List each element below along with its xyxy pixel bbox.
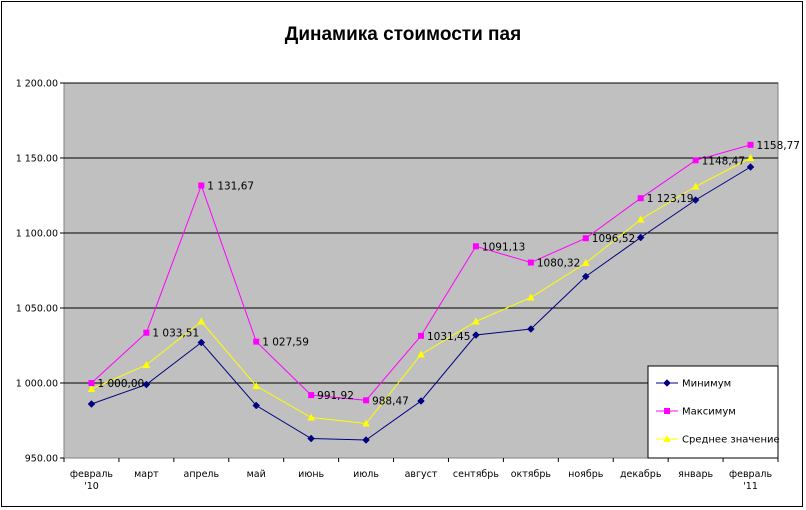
x-tick-label-10: декабрь <box>620 469 662 480</box>
series-2 <box>87 154 755 427</box>
point-s1-3 <box>253 338 260 345</box>
point-s1-12 <box>747 141 754 148</box>
point-s1-11 <box>692 157 699 164</box>
y-tick-label-1: 1 000.00 <box>16 379 58 390</box>
point-s0-1 <box>142 380 151 389</box>
x-tick-label-2: апрель <box>184 469 220 480</box>
point-s2-7 <box>472 317 480 325</box>
x-tick-label-0-line2: '10 <box>84 481 99 492</box>
series-0 <box>87 163 755 444</box>
point-s1-8 <box>527 259 534 266</box>
legend-item-1: Максимум <box>656 407 736 418</box>
point-s1-5 <box>363 397 370 404</box>
point-s2-0 <box>87 385 96 392</box>
point-s0-0 <box>87 400 96 408</box>
legend: Минимум Максимум Среднее значение <box>647 365 780 459</box>
data-label-4: 991,92 <box>317 390 354 402</box>
y-tick-label-4: 1 150.00 <box>16 154 58 165</box>
point-s2-4 <box>307 413 315 421</box>
point-s0-3 <box>252 401 261 410</box>
point-s2-5 <box>362 419 370 427</box>
point-s0-2 <box>197 338 206 347</box>
x-tick-label-11: январь <box>678 469 713 480</box>
legend-item-0: Минимум <box>656 379 731 390</box>
data-label-5: 988,47 <box>372 395 409 407</box>
data-label-7: 1091,13 <box>482 241 525 253</box>
data-label-2: 1 131,67 <box>207 180 254 192</box>
data-label-8: 1080,32 <box>537 258 580 270</box>
point-s1-7 <box>472 243 479 250</box>
x-tick-label-12-line2: '11 <box>743 481 758 492</box>
point-s0-6 <box>417 397 425 405</box>
legend-label-2: Среднее значение <box>682 435 780 446</box>
x-tick-label-3: май <box>247 469 266 480</box>
x-tick-label-6: август <box>405 469 438 480</box>
point-s1-4 <box>308 392 315 399</box>
point-s1-1 <box>143 329 150 336</box>
legend-marker-2 <box>663 435 671 442</box>
x-tick-label-12: февраль <box>729 469 772 480</box>
data-label-3: 1 027,59 <box>262 337 309 349</box>
legend-item-2: Среднее значение <box>656 435 780 446</box>
y-tick-label-2: 1 050.00 <box>16 304 58 315</box>
point-s2-3 <box>252 382 261 389</box>
point-s2-6 <box>417 350 425 358</box>
point-s0-11 <box>691 196 700 204</box>
y-tick-label-0: 950.00 <box>25 454 58 465</box>
point-s2-12 <box>746 154 755 161</box>
point-s2-9 <box>581 259 590 266</box>
x-tick-label-7: сентябрь <box>453 469 499 480</box>
data-label-1: 1 033,51 <box>152 328 199 340</box>
point-s2-11 <box>691 182 700 190</box>
point-s0-9 <box>581 272 590 281</box>
point-s0-10 <box>636 233 645 242</box>
x-tick-label-9: ноябрь <box>568 469 604 480</box>
point-s1-2 <box>198 182 205 189</box>
data-label-6: 1031,45 <box>427 331 470 343</box>
y-tick-label-5: 1 200.00 <box>16 79 58 90</box>
point-s2-1 <box>142 361 151 368</box>
point-s1-0 <box>88 380 95 386</box>
series-group <box>87 141 755 444</box>
x-tick-label-5: июль <box>353 469 379 480</box>
x-tick-label-8: октябрь <box>511 469 552 480</box>
data-label-11: 1148,47 <box>702 155 745 167</box>
point-s1-10 <box>637 195 644 202</box>
legend-marker-0 <box>663 379 671 387</box>
chart-title: Динамика стоимости пая <box>285 24 521 45</box>
data-label-12: 1158,77 <box>757 140 800 152</box>
point-s2-8 <box>527 293 535 301</box>
y-axis-ticks: 950.00 1 000.00 1 050.00 1 100.00 1 150.00 1 … <box>16 79 64 465</box>
x-tick-label-1: март <box>134 469 159 480</box>
legend-label-1: Максимум <box>682 407 736 418</box>
point-s2-2 <box>197 317 206 325</box>
point-s0-7 <box>472 331 480 339</box>
legend-label-0: Минимум <box>682 379 731 390</box>
data-label-10: 1 123,19 <box>647 193 694 205</box>
point-s0-4 <box>307 434 316 443</box>
point-s2-10 <box>636 215 645 223</box>
legend-marker-1 <box>664 408 670 414</box>
x-tick-label-0: февраль <box>70 469 113 480</box>
data-label-0: 1 000,00 <box>97 378 144 390</box>
y-tick-label-3: 1 100.00 <box>16 229 58 240</box>
x-tick-label-4: июнь <box>298 469 324 480</box>
gridlines <box>64 82 778 384</box>
point-s0-5 <box>362 436 370 444</box>
point-s0-12 <box>746 163 755 171</box>
data-labels: 1 000,00 1 033,51 1 131,67 1 027,59 991,92 98… <box>97 140 799 407</box>
point-s0-8 <box>526 325 535 333</box>
series-1 <box>88 141 754 404</box>
point-s1-9 <box>582 235 589 242</box>
data-label-9: 1096,52 <box>592 233 635 245</box>
point-s1-6 <box>418 332 424 339</box>
